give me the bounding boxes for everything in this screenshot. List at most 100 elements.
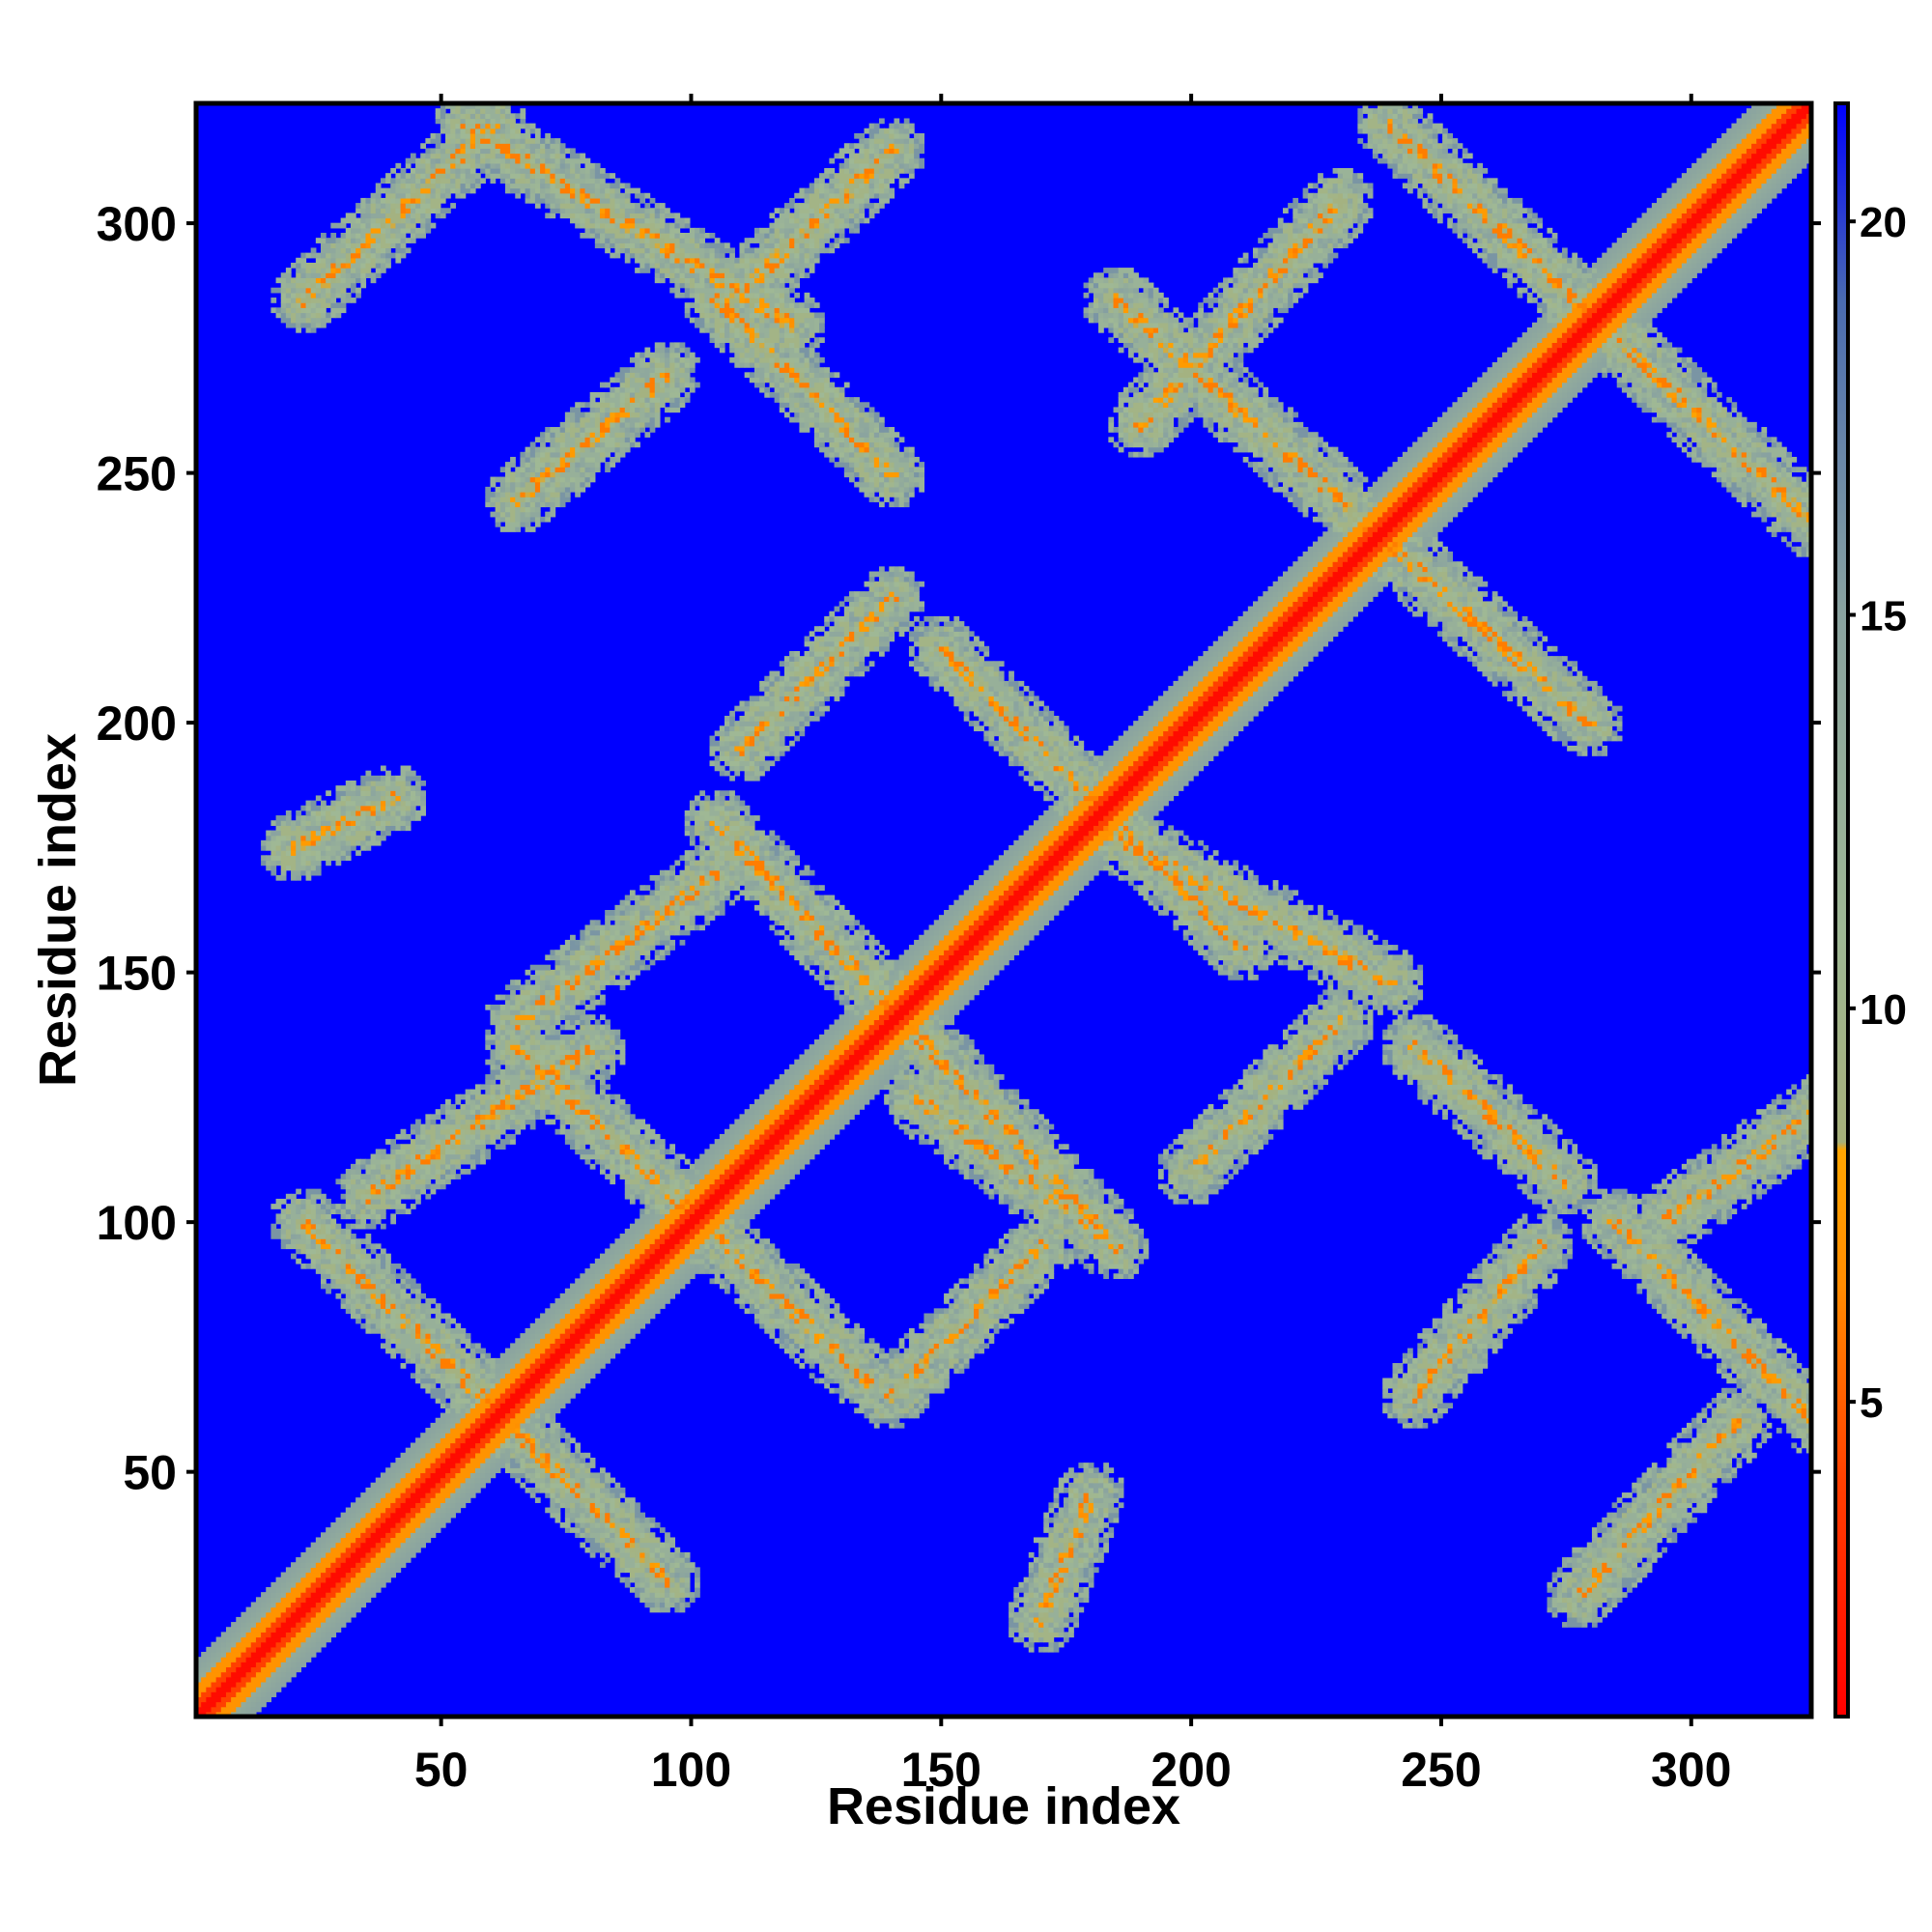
heatmap-cell [1597,1562,1603,1568]
heatmap-cell [255,1662,267,1668]
heatmap-cell [355,1547,372,1553]
heatmap-cell [1586,1592,1603,1598]
heatmap-cell [1402,1357,1408,1364]
heatmap-cell [425,1437,432,1444]
heatmap-cell [554,1447,561,1454]
heatmap-cell [1611,1532,1618,1539]
heatmap-cell [1686,1428,1692,1434]
heatmap-cell [759,1283,771,1290]
heatmap-cell [430,1348,437,1354]
heatmap-cell [684,1263,691,1269]
heatmap-cell [1068,1467,1074,1474]
heatmap-cell [1427,1412,1438,1419]
heatmap-cell [1616,1562,1623,1568]
heatmap-cell [1457,1368,1463,1374]
heatmap-cell [1567,1606,1573,1613]
heatmap-cell [1462,1327,1478,1334]
heatmap-cell [584,1502,591,1509]
heatmap-cell [1556,1258,1563,1264]
heatmap-cell [769,1263,776,1269]
heatmap-cell [1432,1382,1438,1389]
heatmap-cell [559,1447,566,1454]
heatmap-cell [679,1562,686,1568]
heatmap-cell [979,1308,984,1315]
heatmap-cell [1407,1368,1413,1374]
heatmap-cell [1078,1497,1085,1503]
heatmap-cell [570,1293,576,1299]
heatmap-cell [275,1627,292,1633]
heatmap-cell [884,1363,890,1369]
heatmap-cell [285,1567,292,1574]
heatmap-cell [629,1318,636,1324]
heatmap-cell [968,1338,980,1345]
heatmap-cell [1447,1382,1454,1389]
heatmap-cell [1407,1363,1413,1369]
heatmap-cell [868,1357,875,1364]
heatmap-cell [644,1517,651,1523]
heatmap-cell [649,1298,656,1304]
heatmap-cell [600,1253,606,1260]
heatmap-cell [843,1382,855,1389]
heatmap-cell [689,1268,696,1274]
heatmap-cell [564,1472,571,1479]
heatmap-cell [326,1253,331,1260]
heatmap-cell [285,1662,292,1668]
heatmap-cell [554,1387,561,1394]
heatmap-cell [415,1303,421,1309]
heatmap-cell [1392,1378,1399,1384]
heatmap-cell [1611,1597,1618,1604]
heatmap-cell [1028,1567,1035,1574]
heatmap-cell [1477,1288,1484,1294]
heatmap-cell [330,1547,347,1553]
heatmap-cell [1053,1577,1060,1583]
heatmap-cell [1462,1338,1468,1345]
heatmap-cell [819,1322,825,1329]
heatmap-cell [580,1293,586,1299]
heatmap-cell [695,1592,700,1598]
heatmap-cell [1098,1537,1109,1544]
heatmap-cell [525,1403,541,1409]
heatmap-cell [375,1278,382,1285]
heatmap-cell [1726,1398,1733,1404]
heatmap-cell [1526,1273,1533,1280]
heatmap-cell [350,1303,356,1309]
heatmap-cell [1681,1497,1688,1503]
heatmap-cell [1526,1278,1533,1285]
heatmap-cell [684,1557,691,1563]
heatmap-cell [639,1322,646,1329]
heatmap-cell [1098,1507,1104,1514]
heatmap-cell [1038,1562,1044,1568]
heatmap-cell [1436,1318,1443,1324]
heatmap-cell [525,1433,531,1438]
heatmap-cell [420,1437,426,1444]
heatmap-cell [589,1472,601,1479]
heatmap-cell [554,1318,561,1324]
heatmap-cell [1796,1447,1803,1454]
heatmap-cell [525,1463,531,1468]
heatmap-cell [504,1357,511,1364]
heatmap-cell [1591,1622,1598,1628]
heatmap-cell [1556,1567,1563,1574]
heatmap-cell [1427,1378,1434,1384]
heatmap-cell [435,1492,451,1498]
heatmap-cell [580,1482,586,1489]
heatmap-cell [1452,1392,1459,1399]
heatmap-cell [1422,1357,1429,1364]
heatmap-cell [570,1467,576,1474]
heatmap-cell [559,1392,566,1399]
heatmap-cell [1716,1313,1722,1320]
heatmap-cell [385,1298,391,1304]
heatmap-cell [335,1253,342,1260]
heatmap-cell [1621,1273,1628,1280]
heatmap-cell [779,1338,785,1345]
heatmap-cell [894,1363,900,1369]
heatmap-cell [520,1428,526,1434]
heatmap-cell [220,1641,227,1648]
heatmap-cell [1382,1403,1388,1409]
heatmap-cell [1731,1333,1738,1339]
heatmap-cell [629,1273,646,1280]
heatmap-cell [679,1263,686,1269]
heatmap-cell [635,1542,640,1548]
heatmap-cell [525,1437,531,1444]
heatmap-cell [619,1532,631,1539]
